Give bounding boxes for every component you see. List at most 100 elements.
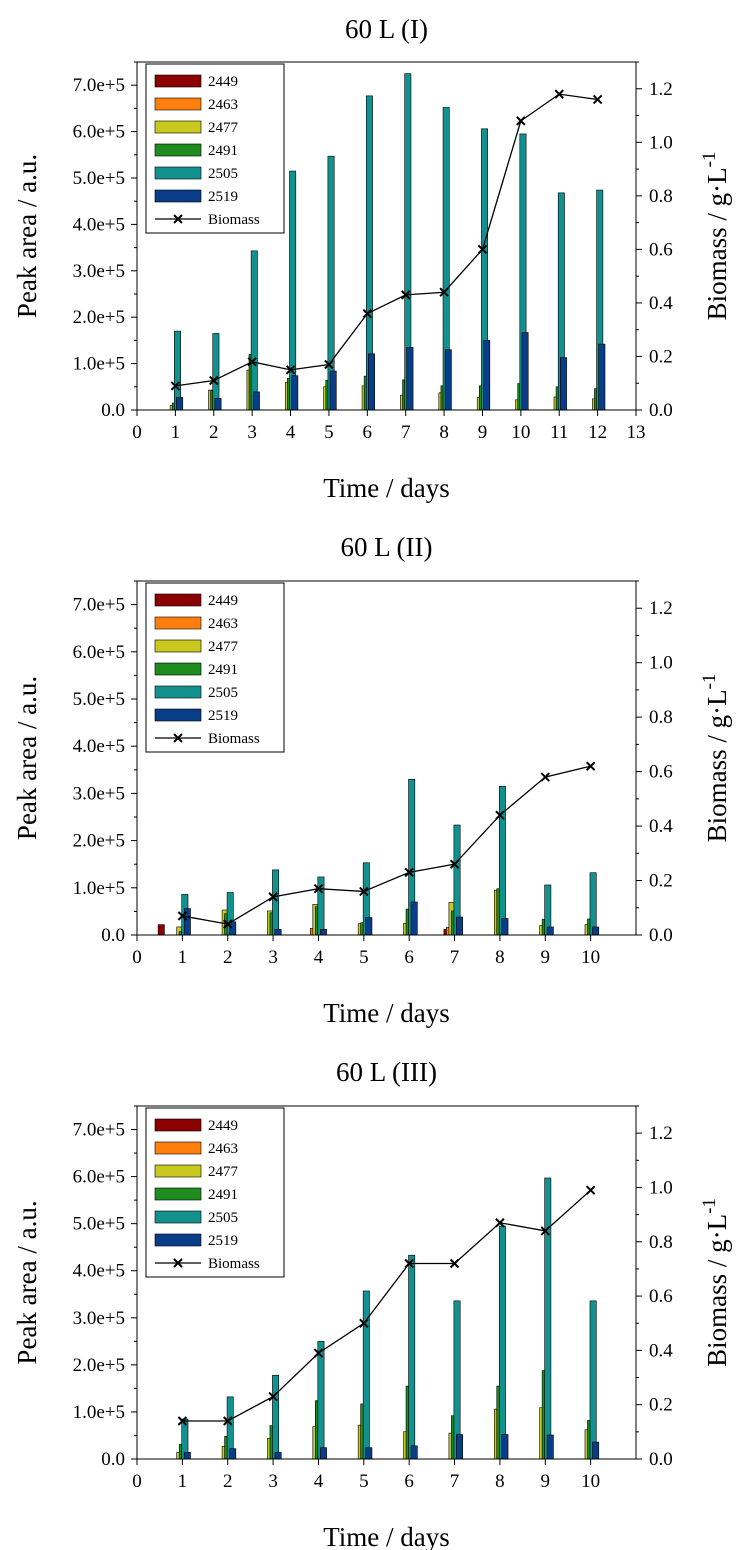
y-tick-label: 6.0e+5 <box>73 1167 125 1188</box>
bar-2519-day-4 <box>319 929 327 936</box>
legend: 2449 2463 2477 2491 2505 2519 Biomass <box>145 1107 285 1278</box>
bar-2519-day-9 <box>546 926 554 936</box>
biomass-line <box>182 1189 592 1422</box>
chart-panel-3: 60 L (III) 0 1 2 3 4 5 6 7 8 9 10 0.0 1.0e+5 2.0e+5 3.0… <box>12 1057 732 1550</box>
legend-swatch-2477 <box>154 120 202 134</box>
legend-label-biomass: Biomass <box>208 212 260 228</box>
legend-label-2449: 2449 <box>208 1118 238 1134</box>
y-tick-label: 0.0 <box>101 925 125 946</box>
legend-swatch-2463 <box>154 616 202 630</box>
chart-title: 60 L (II) <box>341 532 433 562</box>
y-tick-label: 1.0e+5 <box>73 878 125 899</box>
y-axis-label: Peak area / a.u. <box>12 676 42 840</box>
x-tick-label: 5 <box>359 947 369 968</box>
y2-tick-label: 0.0 <box>649 925 673 946</box>
x-tick-label: 4 <box>314 1471 324 1492</box>
biomass-point-day-8 <box>495 810 505 820</box>
y-tick-label: 2.0e+5 <box>73 831 125 852</box>
y2-tick-label: 0.4 <box>649 1340 673 1361</box>
biomass-point-day-9 <box>540 1226 550 1236</box>
legend-swatch-2477 <box>154 1164 202 1178</box>
y-tick-label: 0.0 <box>101 400 125 421</box>
bar-2505-day-4 <box>317 1341 325 1460</box>
legend-label-2477: 2477 <box>208 1164 239 1180</box>
biomass-point-day-9 <box>477 244 488 255</box>
chart-title: 60 L (III) <box>336 1057 437 1087</box>
legend-label-2463: 2463 <box>208 97 238 113</box>
bar-2505-day-3 <box>272 869 280 936</box>
y-tick-label: 3.0e+5 <box>73 1308 125 1329</box>
bar-2519-day-3 <box>274 1452 282 1460</box>
legend-swatch-2519 <box>154 1233 202 1247</box>
x-axis-label: Time / days <box>323 998 450 1028</box>
bar-2519-day-2 <box>229 1448 237 1460</box>
bar-2519-day-11 <box>560 357 567 411</box>
bar-2519-day-5 <box>329 370 337 411</box>
y-tick-label: 3.0e+5 <box>73 783 125 804</box>
biomass-point-day-7 <box>449 1258 460 1269</box>
y2-tick-label: 0.6 <box>649 1286 673 1307</box>
x-tick-label: 1 <box>178 1471 188 1492</box>
x-tick-label: 11 <box>550 422 568 443</box>
biomass-point-day-10 <box>585 761 596 771</box>
y2-tick-label: 0.2 <box>649 1395 673 1416</box>
bars-group <box>157 778 600 936</box>
legend-label-2505: 2505 <box>208 685 238 701</box>
biomass-line <box>182 765 591 925</box>
legend-swatch-2519 <box>154 189 202 203</box>
legend-label-2491: 2491 <box>208 662 238 678</box>
y2-tick-label: 0.0 <box>649 400 673 421</box>
x-tick-label: 5 <box>324 422 334 443</box>
legend-label-biomass: Biomass <box>208 731 260 747</box>
biomass-point-day-4 <box>285 365 296 375</box>
biomass-point-day-3 <box>247 357 257 367</box>
bar-2519-day-1 <box>176 397 184 411</box>
y2-axis-label: Biomass / g·L-1 <box>699 152 732 321</box>
x-tick-label: 3 <box>268 947 278 968</box>
biomass-point-day-5 <box>359 1318 369 1328</box>
x-tick-label: 2 <box>223 1471 233 1492</box>
y2-tick-label: 1.2 <box>649 598 673 619</box>
biomass-point-day-1 <box>177 911 188 921</box>
biomass-line <box>175 93 598 387</box>
y-tick-label: 1.0e+5 <box>73 1402 125 1423</box>
legend-swatch-2491 <box>154 1187 202 1201</box>
chart-panel-2: 60 L (II) 0 1 2 3 4 5 6 7 8 9 10 0.0 1.0e+5 2.0e+5 3.0e… <box>12 532 732 1028</box>
y-tick-label: 0.0 <box>101 1449 125 1470</box>
bar-2519-day-6 <box>410 1445 418 1460</box>
y-tick-label: 4.0e+5 <box>73 736 125 757</box>
bar-2449-day-0.7 <box>157 924 165 936</box>
bar-2519-day-7 <box>456 1434 463 1460</box>
biomass-point-day-12 <box>592 94 603 105</box>
legend-swatch-2505 <box>154 685 202 699</box>
legend-swatch-2491 <box>154 143 202 157</box>
bar-2505-day-9 <box>544 1177 552 1460</box>
legend-label-biomass: Biomass <box>208 1256 260 1272</box>
legend-swatch-2505 <box>154 166 202 180</box>
x-tick-label: 6 <box>404 947 414 968</box>
legend: 2449 2463 2477 2491 2505 2519 Biomass <box>145 63 285 234</box>
bar-2505-day-8 <box>498 786 506 936</box>
y-tick-label: 1.0e+5 <box>73 354 125 375</box>
y-tick-label: 7.0e+5 <box>73 595 125 616</box>
x-tick-label: 7 <box>401 422 411 443</box>
y-tick-label: 4.0e+5 <box>73 214 125 235</box>
bar-2519-day-7 <box>406 347 414 411</box>
legend-label-2463: 2463 <box>208 1141 238 1157</box>
y-tick-label: 4.0e+5 <box>73 1261 125 1282</box>
bar-2519-day-3 <box>252 391 260 411</box>
x-tick-label: 6 <box>404 1471 414 1492</box>
legend-label-2491: 2491 <box>208 1187 238 1203</box>
biomass-point-day-10 <box>585 1185 596 1195</box>
biomass-point-day-1 <box>177 1416 188 1426</box>
legend-label-2449: 2449 <box>208 593 238 609</box>
bars-group <box>169 73 606 411</box>
x-tick-label: 7 <box>450 947 460 968</box>
bar-2519-day-5 <box>365 917 373 936</box>
y2-tick-label: 0.6 <box>649 762 673 783</box>
legend-label-2519: 2519 <box>208 1233 238 1249</box>
legend-label-2505: 2505 <box>208 166 238 182</box>
legend-label-2463: 2463 <box>208 616 238 632</box>
bar-2519-day-5 <box>365 1447 373 1460</box>
biomass-point-day-6 <box>362 308 373 319</box>
